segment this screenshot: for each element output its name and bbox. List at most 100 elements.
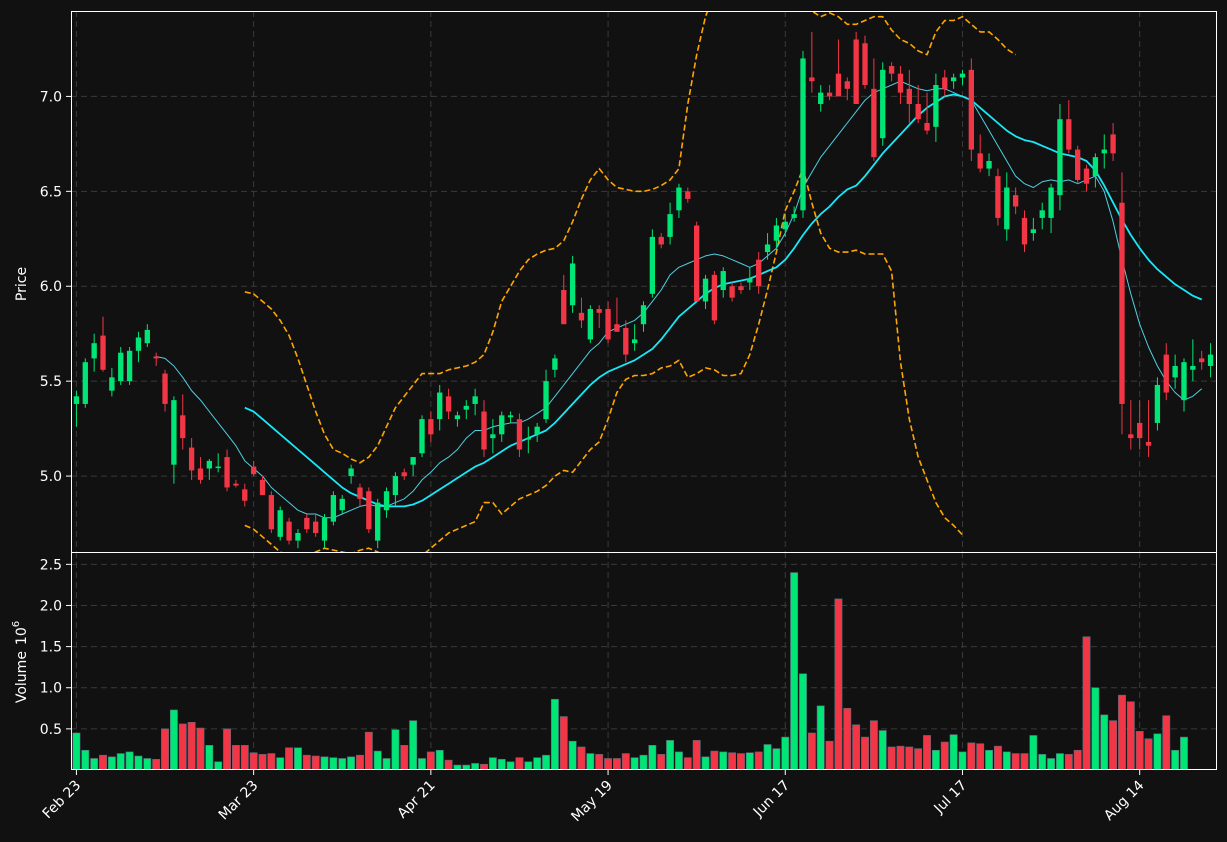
volume-bar	[825, 740, 834, 770]
candle-body	[800, 58, 806, 211]
candle-body	[1128, 434, 1134, 439]
candle-body	[640, 305, 647, 325]
x-tick-label: Jul 17	[931, 778, 971, 818]
candle-body	[171, 400, 177, 465]
candle-body	[180, 415, 186, 439]
candle-body	[915, 104, 921, 120]
volume-bar	[488, 757, 497, 770]
price-panel: 5.0 5.5 6.0 6.5 7.0 Price	[14, 11, 1217, 553]
candle-body	[676, 187, 682, 211]
candle-body	[658, 236, 664, 245]
candle-body	[1092, 157, 1099, 177]
candle-body	[1057, 119, 1063, 196]
candle-body	[250, 466, 257, 475]
candle-body	[1083, 168, 1090, 184]
candle-body	[968, 69, 974, 150]
candle-body	[853, 39, 859, 105]
candle-body	[1163, 354, 1169, 393]
candle-body	[747, 278, 753, 283]
price-panel-frame	[71, 11, 1217, 553]
volume-bar	[799, 673, 807, 770]
volume-bar	[559, 716, 568, 770]
candle-body	[942, 77, 948, 89]
volume-bar	[223, 728, 231, 770]
volume-bar	[214, 761, 223, 770]
volume-bar	[976, 743, 985, 770]
price-axis-title: Price	[14, 267, 30, 301]
volume-tick-label: 2.5	[40, 557, 62, 573]
candle-body	[897, 73, 904, 93]
candle-body	[304, 517, 310, 530]
volume-bar	[834, 598, 843, 770]
volume-bar	[1064, 754, 1073, 770]
candle-body	[835, 73, 842, 97]
candle-body	[543, 381, 549, 420]
price-tick-label: 5.5	[40, 374, 62, 390]
volume-bar	[745, 752, 754, 770]
candle-body	[277, 510, 283, 537]
candle-body	[1181, 362, 1187, 401]
candle-body	[472, 396, 478, 404]
candle-body	[339, 498, 345, 511]
volume-bar	[258, 754, 267, 770]
volume-bar	[249, 752, 258, 770]
candle-body	[330, 495, 337, 522]
candle-body	[126, 350, 133, 382]
candle-body	[764, 244, 771, 253]
candle-body	[242, 489, 248, 501]
candle-body	[507, 415, 514, 418]
volume-bar	[471, 763, 480, 770]
candle-body	[481, 411, 487, 450]
volume-bar	[931, 749, 940, 770]
candle-body	[224, 457, 230, 488]
volume-bar	[364, 731, 373, 770]
volume-bar	[958, 751, 967, 770]
volume-grid	[71, 552, 1216, 770]
candle-body	[268, 495, 275, 530]
candle-body	[1021, 217, 1028, 245]
volume-bar	[409, 720, 418, 770]
volume-tick-label: 0.5	[40, 722, 62, 738]
volume-bar	[1144, 738, 1153, 770]
volume-bar	[985, 749, 993, 770]
volume-bar	[550, 698, 559, 770]
candle-body	[587, 309, 593, 340]
volume-bar	[666, 740, 675, 770]
x-tick-label: Mar 23	[216, 778, 262, 824]
volume-bar	[1029, 735, 1038, 770]
candle-body	[1199, 358, 1205, 363]
volume-bar	[807, 732, 816, 770]
volume-bar	[542, 754, 550, 770]
volume-bar	[1011, 753, 1020, 770]
bollinger-upper-line	[244, 11, 1017, 464]
volume-bar	[329, 757, 338, 770]
candle-body	[516, 419, 523, 450]
volume-bar	[515, 757, 524, 770]
candle-body	[118, 352, 124, 382]
volume-bar	[790, 572, 799, 770]
candle-body	[321, 517, 328, 541]
volume-bar	[648, 745, 657, 770]
candle-body	[862, 43, 868, 86]
candle-body	[1066, 119, 1072, 150]
candle-body	[233, 483, 239, 486]
volume-bar	[311, 755, 320, 770]
volume-bar	[426, 751, 435, 770]
candle-body	[711, 274, 718, 321]
x-tick-label: Feb 23	[40, 778, 85, 823]
candle-body	[552, 358, 558, 370]
price-tick-label: 5.0	[40, 469, 62, 485]
volume-bar	[418, 758, 426, 770]
candle-body	[977, 153, 983, 169]
volume-bar	[161, 728, 169, 770]
candle-body	[738, 286, 744, 291]
candle-body	[313, 521, 319, 534]
candle-body	[534, 426, 540, 435]
candle-body	[525, 438, 531, 440]
candle-body	[995, 176, 1001, 218]
candle-body	[950, 77, 957, 82]
volume-bar	[1082, 636, 1091, 770]
volume-bar	[240, 745, 249, 770]
volume-bar	[869, 720, 878, 770]
volume-bar	[737, 753, 745, 770]
